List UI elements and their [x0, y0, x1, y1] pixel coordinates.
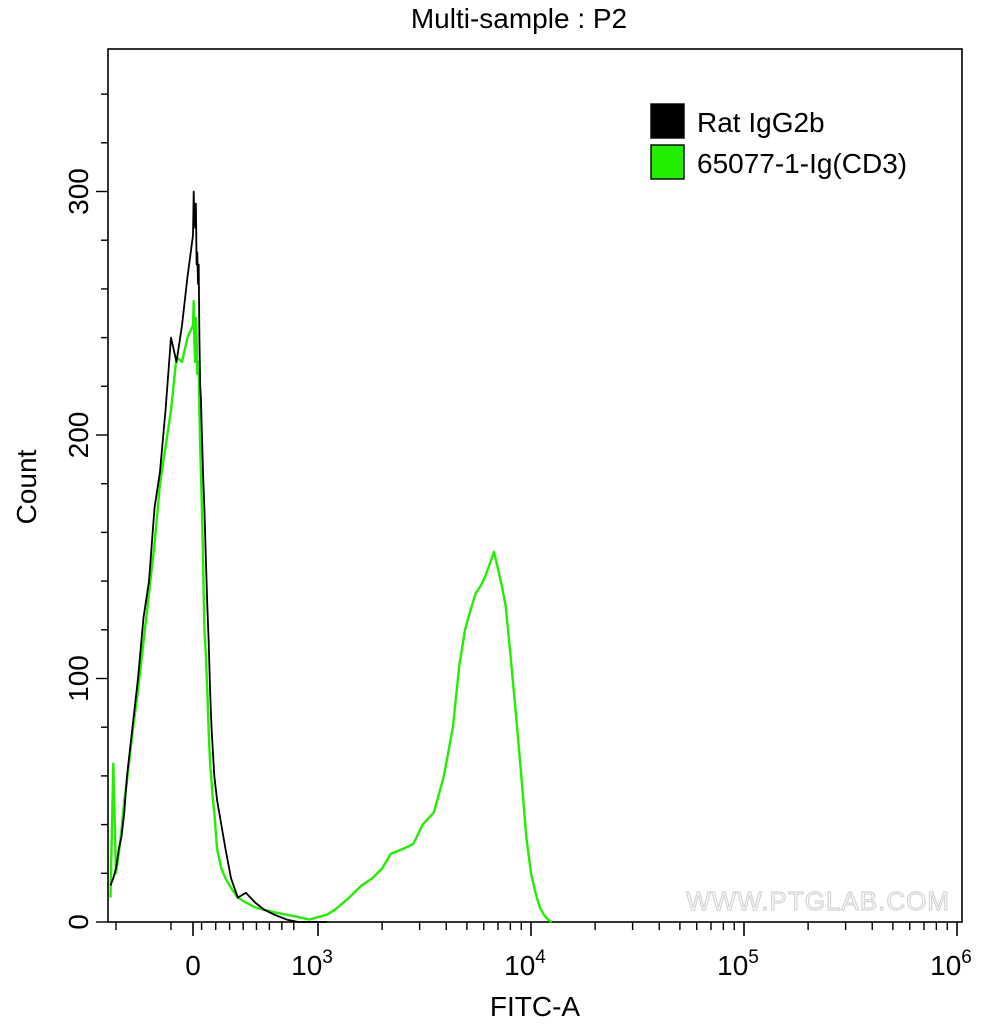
- series-layer: [109, 190, 553, 924]
- x-tick-label: 0: [185, 950, 201, 981]
- chart-title: Multi-sample : P2: [411, 3, 627, 34]
- series-line-0: [109, 190, 327, 923]
- x-tick-label: 103: [291, 947, 333, 981]
- x-tick-label: 106: [930, 947, 972, 981]
- y-tick-label: 200: [63, 412, 94, 459]
- y-axis-label: Count: [11, 449, 42, 524]
- y-tick-label: 0: [63, 914, 94, 930]
- x-axis-label: FITC-A: [490, 991, 581, 1022]
- x-tick-label: 105: [717, 947, 759, 981]
- y-tick-label: 100: [63, 655, 94, 702]
- y-tick-label: 300: [63, 168, 94, 215]
- y-axis: 0 100 200 300: [63, 93, 108, 930]
- series-line-1: [109, 299, 553, 924]
- legend: Rat IgG2b 65077-1-Ig(CD3): [650, 103, 907, 180]
- legend-swatch-1: [650, 144, 685, 180]
- legend-swatch-0: [650, 103, 685, 139]
- x-axis: 0 103 104 105 106: [115, 922, 972, 981]
- plot-frame: [107, 48, 963, 923]
- legend-label-0: Rat IgG2b: [697, 107, 825, 138]
- x-tick-label: 104: [504, 947, 546, 981]
- watermark: WWW.PTGLAB.COM: [686, 886, 950, 916]
- legend-label-1: 65077-1-Ig(CD3): [697, 148, 907, 179]
